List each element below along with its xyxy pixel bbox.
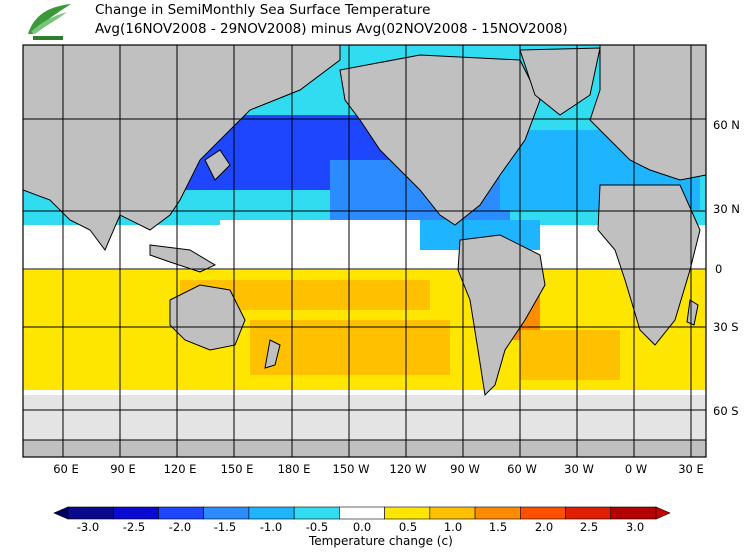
colorbar-tick-label: -2.5 (122, 520, 146, 534)
lon-tick-label: 30 W (564, 462, 594, 476)
greenland-land (519, 47, 601, 116)
lon-tick-label: 60 E (53, 462, 79, 476)
lon-tick-label: 150 E (220, 462, 254, 476)
south-white (23, 255, 706, 270)
colorbar-tick-label: 1.0 (443, 520, 463, 534)
lat-tick-label: 30 S (713, 320, 739, 334)
south-america-land (457, 234, 546, 397)
lat-tick-label: 0 (715, 262, 723, 276)
colorbar-tick-label: -3.0 (76, 520, 100, 534)
australia-land (169, 284, 246, 351)
colorbar-tick-label: 0.5 (398, 520, 418, 534)
colorbar-tick-label: -0.5 (305, 520, 329, 534)
madagascar-land (686, 299, 699, 326)
lat-tick-label: 60 S (713, 404, 739, 418)
colorbar-tick-label: -2.0 (168, 520, 192, 534)
north-america-land (339, 54, 541, 226)
leaf-logo-icon (28, 4, 71, 40)
map-frame (22, 44, 707, 458)
new-zealand-land (264, 339, 281, 369)
colorbar-tick-label: -1.5 (213, 520, 237, 534)
map-subtitle: Avg(16NOV2008 - 29NOV2008) minus Avg(02N… (95, 21, 568, 37)
europe-land (589, 45, 706, 181)
japan-land (204, 149, 231, 181)
lon-tick-label: 60 W (507, 462, 537, 476)
warming-pacific (250, 320, 450, 375)
colorbar-tick-label: 0.0 (352, 520, 372, 534)
lon-tick-label: 180 E (277, 462, 311, 476)
lat-tick-label: 60 N (713, 118, 740, 132)
lon-tick-label: 90 E (110, 462, 136, 476)
lat-tick-label: 30 N (713, 202, 740, 216)
colorbar-tick-label: -1.0 (259, 520, 283, 534)
lon-tick-label: 0 W (624, 462, 648, 476)
map-title: Change in SemiMonthly Sea Surface Temper… (95, 2, 431, 18)
indonesia-land (149, 244, 217, 273)
colorbar-tick-label: 2.0 (534, 520, 554, 534)
lon-tick-label: 150 W (332, 462, 370, 476)
warming-atlantic (520, 330, 620, 380)
lon-tick-label: 90 W (450, 462, 480, 476)
antarctica-land (23, 439, 706, 457)
colorbar-tick-label: 3.0 (625, 520, 645, 534)
africa-land (597, 184, 701, 346)
lon-tick-label: 120 W (389, 462, 427, 476)
colorbar-tick-label: 2.5 (579, 520, 599, 534)
lon-tick-label: 30 E (678, 462, 704, 476)
colorbar-tick-label: 1.5 (488, 520, 508, 534)
colorbar-title: Temperature change (c) (309, 534, 453, 548)
lon-tick-label: 120 E (163, 462, 197, 476)
